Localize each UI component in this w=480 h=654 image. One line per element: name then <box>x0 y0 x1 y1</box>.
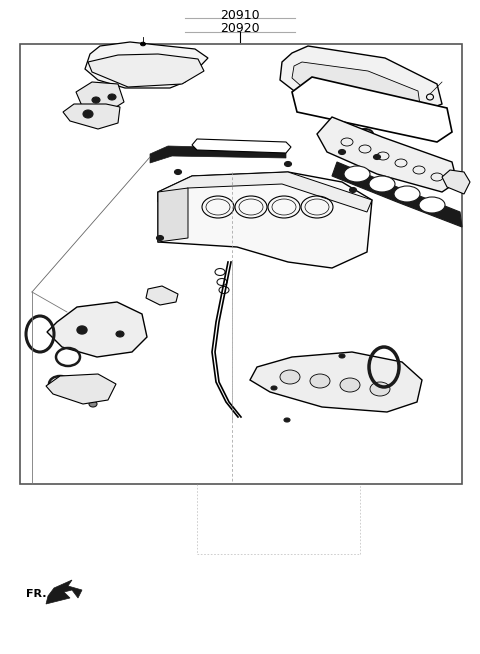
Polygon shape <box>150 146 286 163</box>
Polygon shape <box>292 62 420 111</box>
Polygon shape <box>158 172 372 268</box>
Ellipse shape <box>284 418 290 422</box>
Polygon shape <box>442 170 470 194</box>
Polygon shape <box>317 117 457 192</box>
Ellipse shape <box>108 94 116 100</box>
Polygon shape <box>332 162 462 227</box>
Ellipse shape <box>83 393 93 401</box>
Ellipse shape <box>344 166 370 182</box>
Text: 20910: 20910 <box>220 9 260 22</box>
Polygon shape <box>46 374 116 404</box>
Ellipse shape <box>370 382 390 396</box>
Polygon shape <box>47 302 147 357</box>
Ellipse shape <box>340 378 360 392</box>
Ellipse shape <box>419 197 445 213</box>
Ellipse shape <box>369 176 395 192</box>
Ellipse shape <box>394 186 420 202</box>
Ellipse shape <box>285 162 291 167</box>
Polygon shape <box>88 54 204 87</box>
Ellipse shape <box>156 235 164 241</box>
Ellipse shape <box>83 110 93 118</box>
Polygon shape <box>146 286 178 305</box>
Ellipse shape <box>349 188 357 192</box>
Ellipse shape <box>336 169 344 175</box>
Bar <box>20 44 462 484</box>
Ellipse shape <box>141 43 145 46</box>
Polygon shape <box>280 46 442 114</box>
Polygon shape <box>76 82 124 112</box>
Polygon shape <box>158 172 372 212</box>
Ellipse shape <box>175 169 181 175</box>
Ellipse shape <box>77 326 87 334</box>
Ellipse shape <box>280 370 300 384</box>
Text: 20920: 20920 <box>220 22 260 35</box>
Ellipse shape <box>89 401 97 407</box>
Ellipse shape <box>338 150 346 154</box>
Ellipse shape <box>116 331 124 337</box>
Polygon shape <box>85 42 208 88</box>
Ellipse shape <box>92 97 100 103</box>
Polygon shape <box>63 104 120 129</box>
Ellipse shape <box>310 374 330 388</box>
Polygon shape <box>158 188 188 242</box>
Polygon shape <box>192 139 291 153</box>
Text: FR.: FR. <box>26 589 47 599</box>
Polygon shape <box>46 580 82 604</box>
Polygon shape <box>292 77 452 142</box>
Ellipse shape <box>271 386 277 390</box>
Ellipse shape <box>339 354 345 358</box>
Polygon shape <box>250 352 422 412</box>
Ellipse shape <box>373 154 381 160</box>
